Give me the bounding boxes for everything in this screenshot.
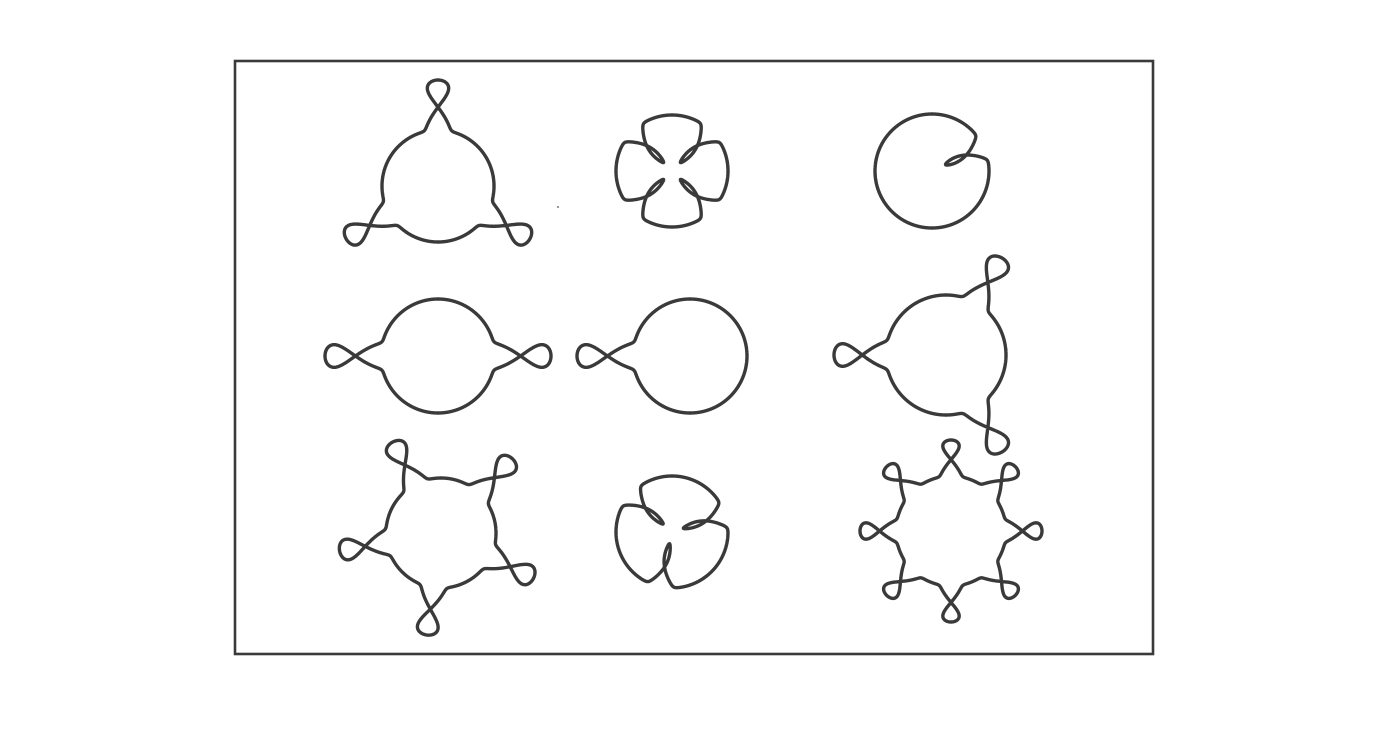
curve-one-inner-loop [873,112,991,230]
curve-two-outer-loops [323,297,553,415]
curve-one-outer-loop [575,297,749,415]
curve-five-outer-loops [337,438,537,637]
curve-grid [323,78,1044,637]
curve-three-outer-loops [342,78,534,247]
curve-three-inner-loops [614,474,730,590]
speck-dot [557,206,559,208]
figure-frame [233,59,1155,656]
curve-eight-outer-loops [858,438,1044,624]
curve-three-outer-loops-rotated [832,254,1011,456]
curve-four-inner-loops [614,113,730,229]
